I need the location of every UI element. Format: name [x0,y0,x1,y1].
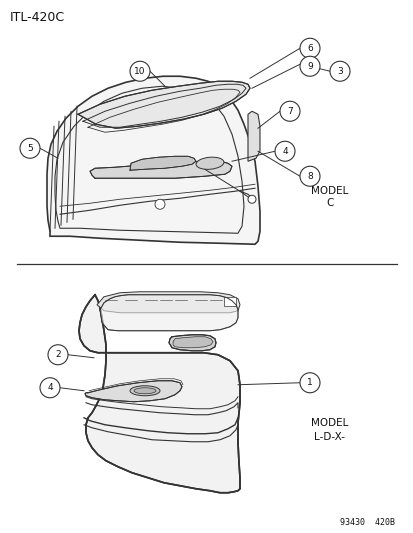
Circle shape [274,141,294,161]
Text: ITL-420C: ITL-420C [10,11,65,24]
Polygon shape [130,156,195,170]
Circle shape [299,38,319,58]
Text: 3: 3 [336,67,342,76]
Text: MODEL: MODEL [311,186,348,196]
Polygon shape [100,295,237,331]
FancyBboxPatch shape [223,297,235,306]
Text: 2: 2 [55,350,61,359]
Text: C: C [325,198,333,208]
Text: MODEL: MODEL [311,418,348,428]
Text: 4: 4 [47,383,53,392]
Circle shape [40,378,60,398]
Circle shape [154,199,165,209]
Text: 8: 8 [306,172,312,181]
Circle shape [299,166,319,186]
Circle shape [20,138,40,158]
Ellipse shape [130,386,159,395]
Text: 10: 10 [134,67,145,76]
Circle shape [299,373,319,393]
Polygon shape [247,111,259,161]
Circle shape [279,101,299,121]
Text: 9: 9 [306,62,312,71]
Polygon shape [173,337,212,348]
Polygon shape [169,335,216,351]
Polygon shape [90,161,231,178]
Text: 5: 5 [27,144,33,153]
Polygon shape [79,295,240,492]
Polygon shape [85,381,182,402]
Polygon shape [97,292,240,313]
Polygon shape [78,81,249,128]
Circle shape [48,345,68,365]
Ellipse shape [196,157,223,169]
Text: L-D-X-: L-D-X- [314,432,345,442]
Circle shape [329,61,349,81]
Ellipse shape [134,387,156,394]
Text: 7: 7 [287,107,292,116]
Text: 1: 1 [306,378,312,387]
Circle shape [130,61,150,81]
Text: 6: 6 [306,44,312,53]
Circle shape [299,56,319,76]
Circle shape [247,195,255,203]
Polygon shape [47,76,259,244]
Text: 93430  420B: 93430 420B [339,518,394,527]
Text: 4: 4 [282,147,287,156]
